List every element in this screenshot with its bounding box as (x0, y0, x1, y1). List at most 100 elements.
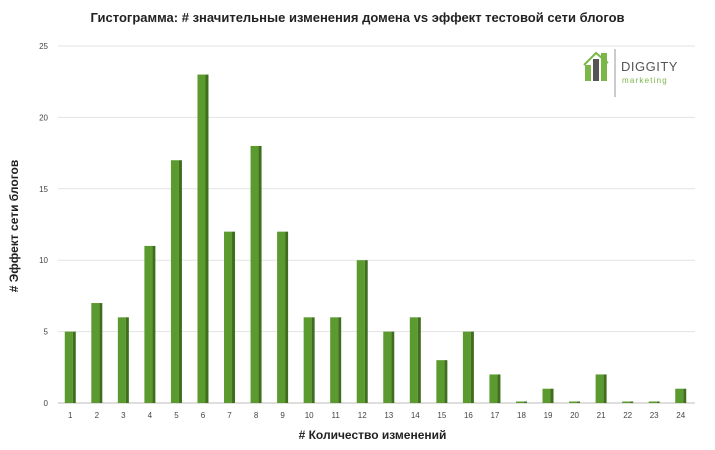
bar (515, 401, 527, 403)
bars (64, 74, 687, 403)
y-tick-labels: 0 5 10 15 20 25 (39, 42, 48, 408)
bar (144, 245, 156, 403)
x-tick-label: 20 (570, 411, 579, 420)
x-tick-label: 17 (490, 411, 499, 420)
x-tick-label: 9 (280, 411, 285, 420)
bar (91, 303, 103, 403)
bar (224, 231, 236, 403)
bar (303, 317, 315, 403)
y-tick-label: 25 (39, 42, 48, 51)
bar-shade (232, 231, 236, 403)
x-tick-label: 2 (95, 411, 100, 420)
bar-shade (205, 74, 209, 403)
bar-shade (72, 331, 76, 403)
x-tick-label: 1 (68, 411, 73, 420)
logo-line1: DIGGITY (621, 59, 678, 74)
x-tick-label: 3 (121, 411, 126, 420)
bar-shade (444, 360, 448, 403)
bar-shade (125, 317, 129, 403)
bar-shade (577, 401, 581, 403)
bar-face (383, 331, 392, 403)
x-tick-label: 12 (358, 411, 367, 420)
x-tick-label: 10 (305, 411, 314, 420)
x-tick-label: 4 (148, 411, 153, 420)
bar-shade (285, 231, 289, 403)
bar-face (197, 74, 206, 403)
x-tick-label: 5 (174, 411, 179, 420)
bar (117, 317, 129, 403)
chart-title: Гистограмма: # значительные изменения до… (90, 10, 625, 25)
diggity-marketing-logo: DIGGITY marketing (583, 47, 695, 99)
bar-face (515, 401, 524, 403)
bar (462, 331, 474, 403)
bar-face (675, 388, 684, 403)
bar (383, 331, 395, 403)
bar (64, 331, 76, 403)
x-tick-label: 11 (332, 411, 341, 420)
bar (436, 360, 448, 403)
x-tick-label: 15 (437, 411, 446, 420)
bar-shade (523, 401, 527, 403)
x-tick-labels: 1 2 3 4 5 6 7 8 9 10 11 12 13 14 15 16 17 18 19 20 21 22 23 24 (68, 411, 686, 420)
bar (197, 74, 209, 403)
x-tick-label: 24 (676, 411, 685, 420)
bar-shade (497, 374, 501, 403)
bar (356, 260, 368, 403)
x-tick-label: 19 (544, 411, 553, 420)
bar (595, 374, 607, 403)
bar (489, 374, 501, 403)
bar (409, 317, 421, 403)
bar-face (144, 245, 153, 403)
bar-shade (470, 331, 474, 403)
x-tick-label: 7 (227, 411, 232, 420)
bar-shade (364, 260, 368, 403)
x-tick-label: 14 (411, 411, 420, 420)
bar-face (91, 303, 100, 403)
bar-shade (258, 145, 262, 403)
bar (170, 160, 182, 403)
bar-shade (550, 388, 554, 403)
bar-face (595, 374, 604, 403)
x-axis-label: # Количество изменений (298, 428, 447, 442)
y-tick-label: 0 (44, 399, 49, 408)
bar-face (303, 317, 312, 403)
bar-face (622, 401, 631, 403)
x-tick-label: 18 (517, 411, 526, 420)
x-tick-label: 21 (597, 411, 606, 420)
bar-face (277, 231, 286, 403)
bar-face (542, 388, 551, 403)
bar-shade (99, 303, 103, 403)
bar-face (224, 231, 233, 403)
bar-shade (683, 388, 687, 403)
bar (330, 317, 342, 403)
bar-shade (391, 331, 395, 403)
bar-face (250, 145, 259, 403)
bar-shade (311, 317, 315, 403)
bar-face (117, 317, 126, 403)
bar-shade (656, 401, 660, 403)
bar-face (170, 160, 179, 403)
gridlines (58, 45, 695, 404)
bar (622, 401, 634, 403)
bar-face (356, 260, 365, 403)
y-tick-label: 15 (39, 185, 48, 194)
y-tick-label: 20 (39, 113, 48, 122)
bar-face (64, 331, 73, 403)
bar-face (648, 401, 657, 403)
bar-face (489, 374, 498, 403)
x-tick-label: 8 (254, 411, 259, 420)
bar (648, 401, 660, 403)
bar (250, 145, 262, 403)
logo-line2: marketing (622, 76, 668, 85)
x-tick-label: 23 (650, 411, 659, 420)
bar-shade (630, 401, 634, 403)
bar (542, 388, 554, 403)
x-tick-label: 6 (201, 411, 206, 420)
bar-shade (338, 317, 342, 403)
x-tick-label: 16 (464, 411, 473, 420)
bar-face (569, 401, 578, 403)
bar-face (462, 331, 471, 403)
bar-shade (152, 245, 156, 403)
y-tick-label: 5 (44, 328, 49, 337)
